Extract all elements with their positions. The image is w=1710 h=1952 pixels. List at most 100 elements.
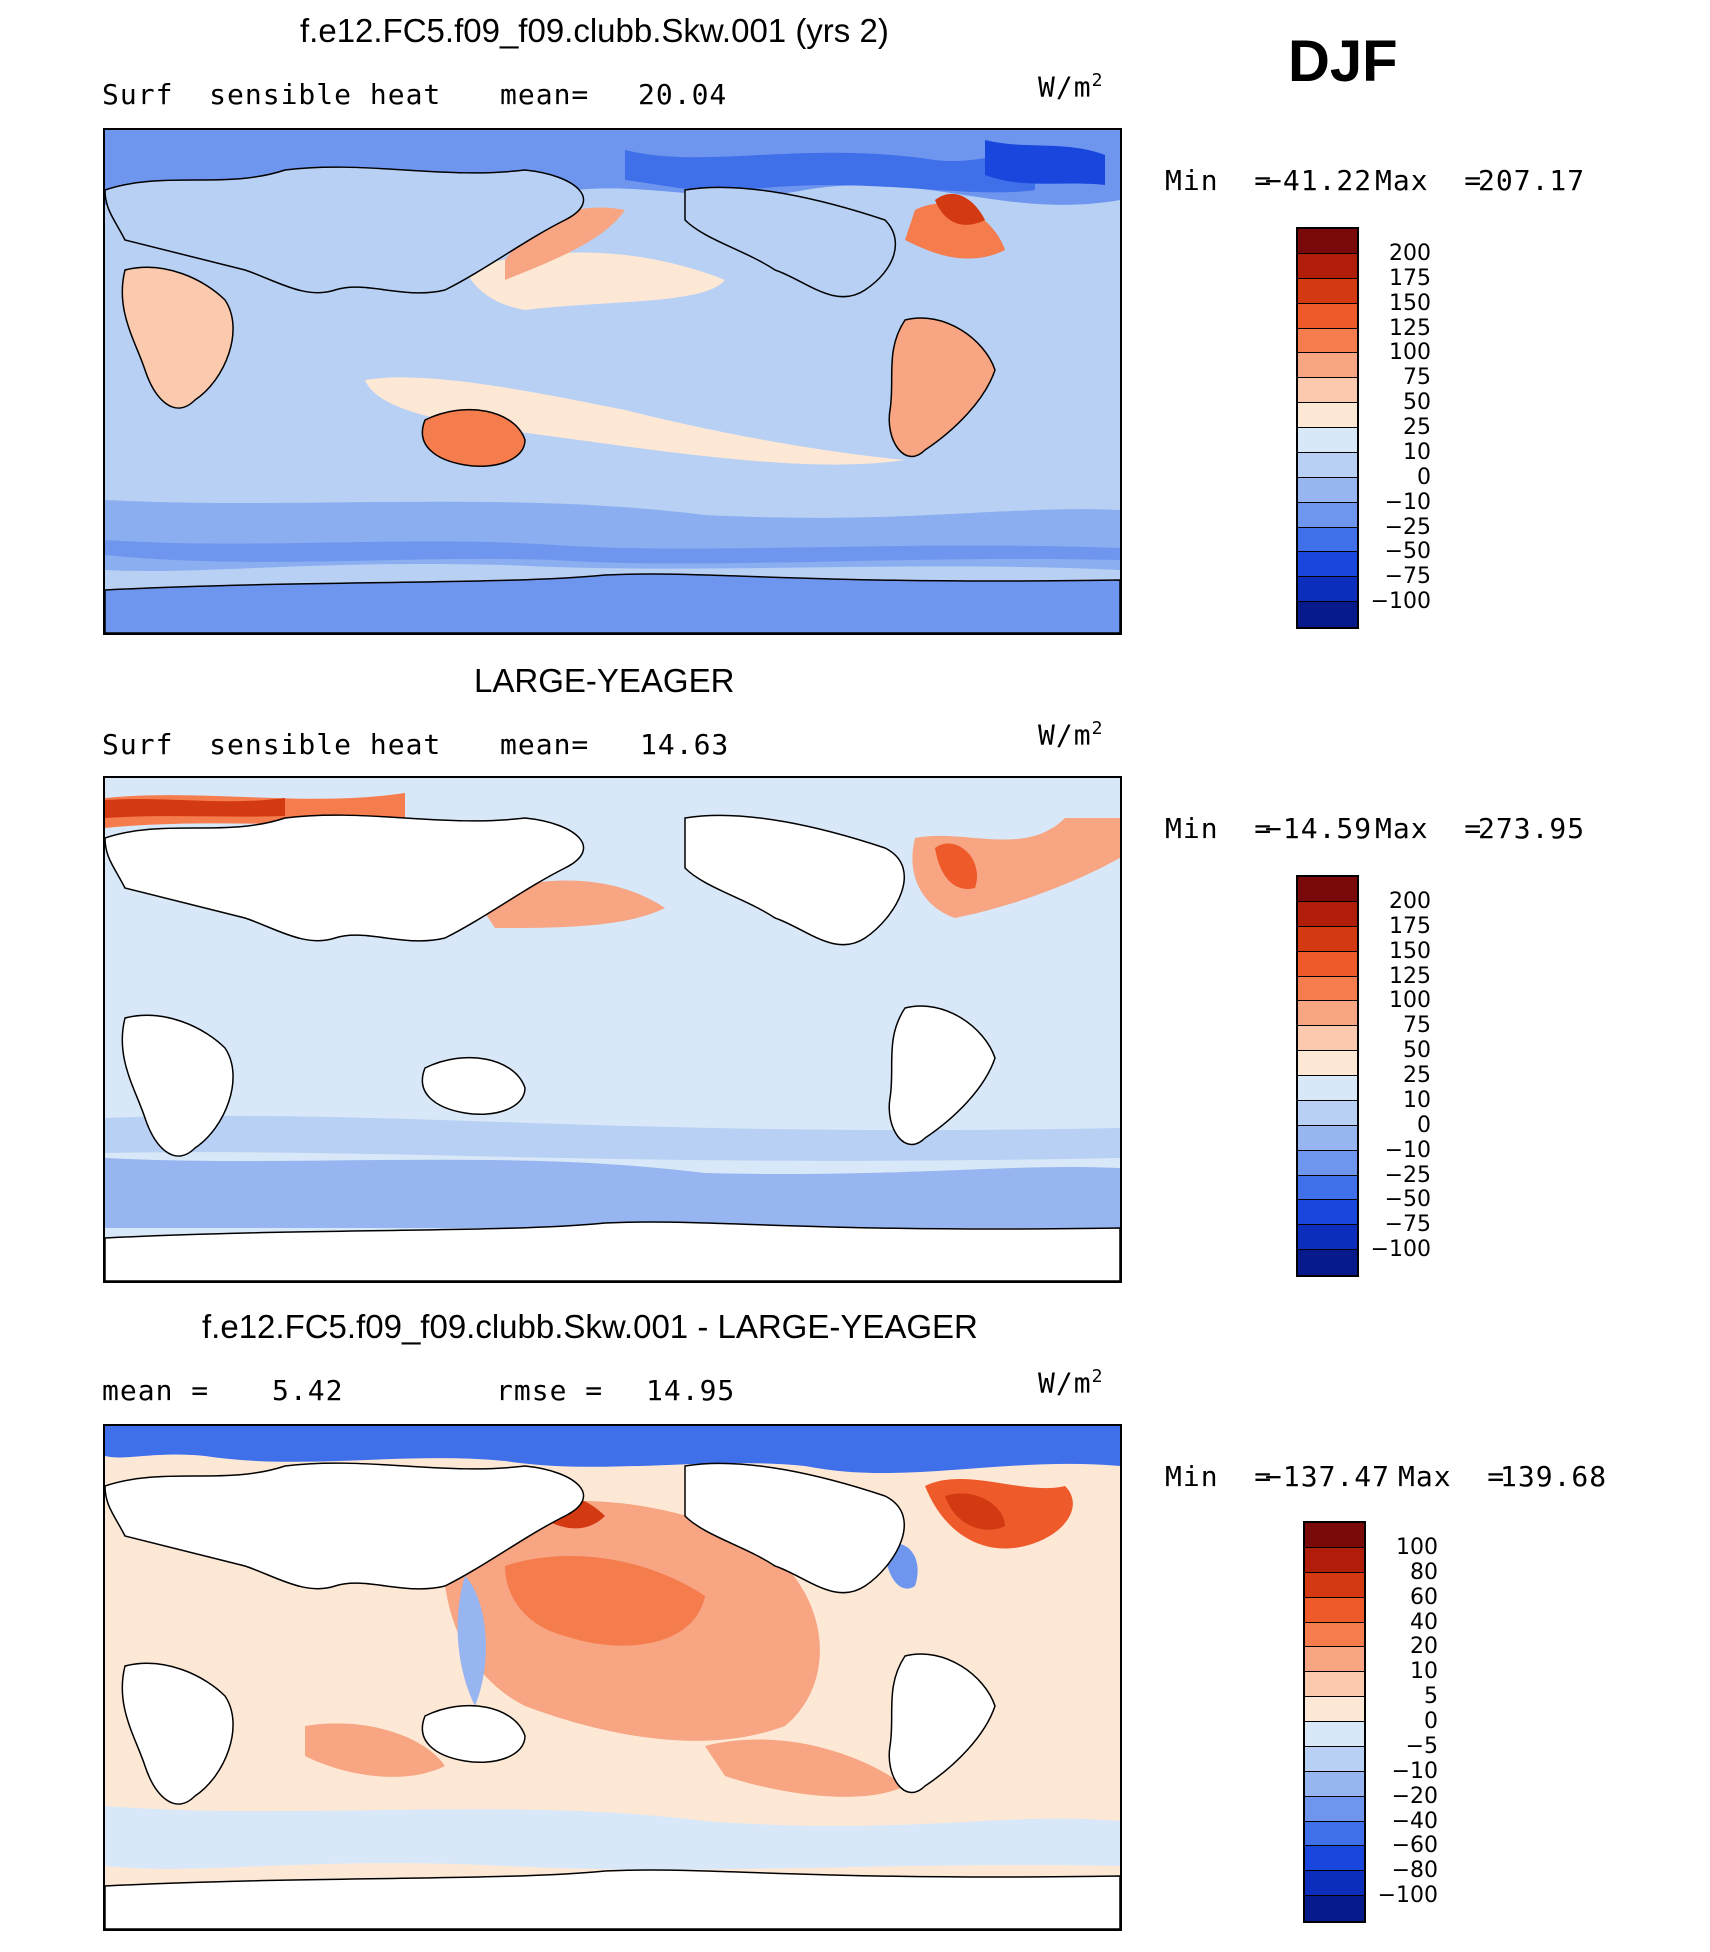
- colorbar-tick-label: −50: [1384, 1187, 1431, 1213]
- colorbar-swatch: [1298, 926, 1357, 952]
- panel-1-mean-label: mean=: [500, 78, 590, 111]
- colorbar-tick-label: 25: [1403, 1063, 1431, 1088]
- panel-2-max-value: 273.95: [1478, 812, 1586, 845]
- colorbar-tick-label: 150: [1389, 938, 1431, 964]
- colorbar-tick-label: 75: [1403, 365, 1431, 391]
- colorbar-tick-label: −25: [1384, 514, 1431, 540]
- colorbar-tick-label: 0: [1417, 1112, 1431, 1138]
- colorbar-tick-label: 175: [1389, 265, 1431, 291]
- panel-3-colorbar: [1303, 1521, 1366, 1923]
- colorbar-tick-label: −80: [1391, 1858, 1438, 1884]
- colorbar-swatch: [1298, 976, 1357, 1002]
- colorbar-tick-label: 100: [1389, 340, 1431, 366]
- colorbar-swatch: [1298, 328, 1357, 354]
- colorbar-swatch: [1305, 1796, 1364, 1822]
- panel-2-min-value: −14.59: [1265, 812, 1373, 845]
- colorbar-swatch: [1298, 1150, 1357, 1176]
- panel-2-units: W/m2: [1038, 718, 1104, 752]
- panel-1-max-label: Max =: [1375, 164, 1483, 197]
- colorbar-swatch: [1298, 951, 1357, 977]
- colorbar-tick-label: 175: [1389, 913, 1431, 939]
- colorbar-tick-label: −50: [1384, 539, 1431, 565]
- colorbar-swatch: [1305, 1746, 1364, 1772]
- panel-2-variable-label: Surf sensible heat: [102, 728, 442, 761]
- panel-2-max-label: Max =: [1375, 812, 1483, 845]
- colorbar-tick-label: −100: [1370, 589, 1431, 615]
- colorbar-swatch: [1298, 229, 1357, 254]
- panel-2-mean-label: mean=: [500, 728, 590, 761]
- colorbar-tick-label: 20: [1410, 1634, 1438, 1660]
- colorbar-tick-label: 0: [1417, 464, 1431, 490]
- panel-2-min-label: Min =: [1165, 812, 1273, 845]
- panel-1-min-value: −41.22: [1265, 164, 1373, 197]
- colorbar-swatch: [1298, 403, 1357, 428]
- colorbar-tick-label: −10: [1384, 1137, 1431, 1163]
- colorbar-tick-label: 150: [1389, 290, 1431, 316]
- colorbar-swatch: [1298, 303, 1357, 329]
- panel-1-min-label: Min =: [1165, 164, 1273, 197]
- colorbar-swatch: [1305, 1622, 1364, 1648]
- panel-1-units: W/m2: [1038, 70, 1104, 104]
- colorbar-tick-label: 40: [1410, 1609, 1438, 1635]
- colorbar-swatch: [1298, 1250, 1357, 1275]
- colorbar-tick-label: −60: [1391, 1833, 1438, 1859]
- colorbar-swatch: [1298, 1100, 1357, 1126]
- colorbar-swatch: [1305, 1547, 1364, 1573]
- colorbar-swatch: [1298, 877, 1357, 902]
- colorbar-swatch: [1298, 552, 1357, 578]
- colorbar-swatch: [1305, 1771, 1364, 1797]
- colorbar-swatch: [1298, 1001, 1357, 1027]
- colorbar-swatch: [1298, 1225, 1357, 1251]
- colorbar-swatch: [1298, 1200, 1357, 1226]
- panel-1-mean-value: 20.04: [638, 78, 728, 111]
- colorbar-swatch: [1298, 527, 1357, 553]
- colorbar-swatch: [1305, 1846, 1364, 1872]
- colorbar-tick-label: −100: [1370, 1237, 1431, 1263]
- colorbar-swatch: [1298, 353, 1357, 379]
- colorbar-tick-label: 100: [1389, 988, 1431, 1014]
- colorbar-swatch: [1305, 1523, 1364, 1548]
- colorbar-swatch: [1298, 577, 1357, 603]
- colorbar-swatch: [1298, 452, 1357, 478]
- colorbar-tick-label: 25: [1403, 415, 1431, 440]
- colorbar-tick-label: 125: [1389, 963, 1431, 989]
- panel-3-units: W/m2: [1038, 1366, 1104, 1400]
- panel-3-mean-label: mean =: [102, 1374, 210, 1407]
- colorbar-swatch: [1298, 901, 1357, 927]
- colorbar-tick-label: 50: [1403, 1038, 1431, 1064]
- colorbar-swatch: [1298, 602, 1357, 627]
- panel-2-title: LARGE-YEAGER: [474, 662, 735, 699]
- colorbar-tick-label: 50: [1403, 390, 1431, 416]
- colorbar-tick-label: 0: [1424, 1709, 1438, 1734]
- colorbar-swatch: [1298, 1026, 1357, 1052]
- colorbar-swatch: [1305, 1672, 1364, 1698]
- colorbar-tick-label: 5: [1424, 1684, 1438, 1710]
- colorbar-tick-label: −10: [1384, 489, 1431, 515]
- colorbar-tick-label: 100: [1396, 1534, 1438, 1560]
- panel-1-title: f.e12.FC5.f09_f09.clubb.Skw.001 (yrs 2): [300, 12, 889, 49]
- panel-2-mean-value: 14.63: [640, 728, 730, 761]
- colorbar-swatch: [1305, 1821, 1364, 1847]
- colorbar-tick-label: 10: [1403, 439, 1431, 465]
- colorbar-tick-label: −100: [1377, 1883, 1438, 1909]
- panel-3-rmse-value: 14.95: [646, 1374, 736, 1407]
- panel-1-max-value: 207.17: [1478, 164, 1586, 197]
- panel-1-colorbar: [1296, 227, 1359, 629]
- panel-3-map: [103, 1424, 1122, 1931]
- colorbar-swatch: [1305, 1572, 1364, 1598]
- colorbar-tick-label: −75: [1384, 1212, 1431, 1238]
- colorbar-tick-label: 60: [1410, 1584, 1438, 1610]
- colorbar-swatch: [1305, 1647, 1364, 1673]
- colorbar-swatch: [1298, 502, 1357, 528]
- panel-2-colorbar: [1296, 875, 1359, 1277]
- colorbar-tick-label: −5: [1405, 1733, 1438, 1759]
- colorbar-tick-label: 80: [1410, 1559, 1438, 1585]
- colorbar-swatch: [1298, 428, 1357, 453]
- colorbar-tick-label: −40: [1391, 1808, 1438, 1834]
- panel-3-title: f.e12.FC5.f09_f09.clubb.Skw.001 - LARGE-…: [202, 1308, 978, 1345]
- panel-1-variable-label: Surf sensible heat: [102, 78, 442, 111]
- panel-3-min-label: Min =: [1165, 1460, 1273, 1493]
- panel-3-min-value: −137.47: [1265, 1460, 1391, 1493]
- colorbar-swatch: [1298, 1076, 1357, 1101]
- colorbar-swatch: [1305, 1697, 1364, 1722]
